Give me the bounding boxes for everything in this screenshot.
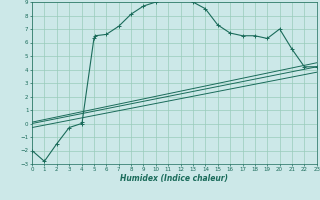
X-axis label: Humidex (Indice chaleur): Humidex (Indice chaleur) [120, 174, 228, 183]
